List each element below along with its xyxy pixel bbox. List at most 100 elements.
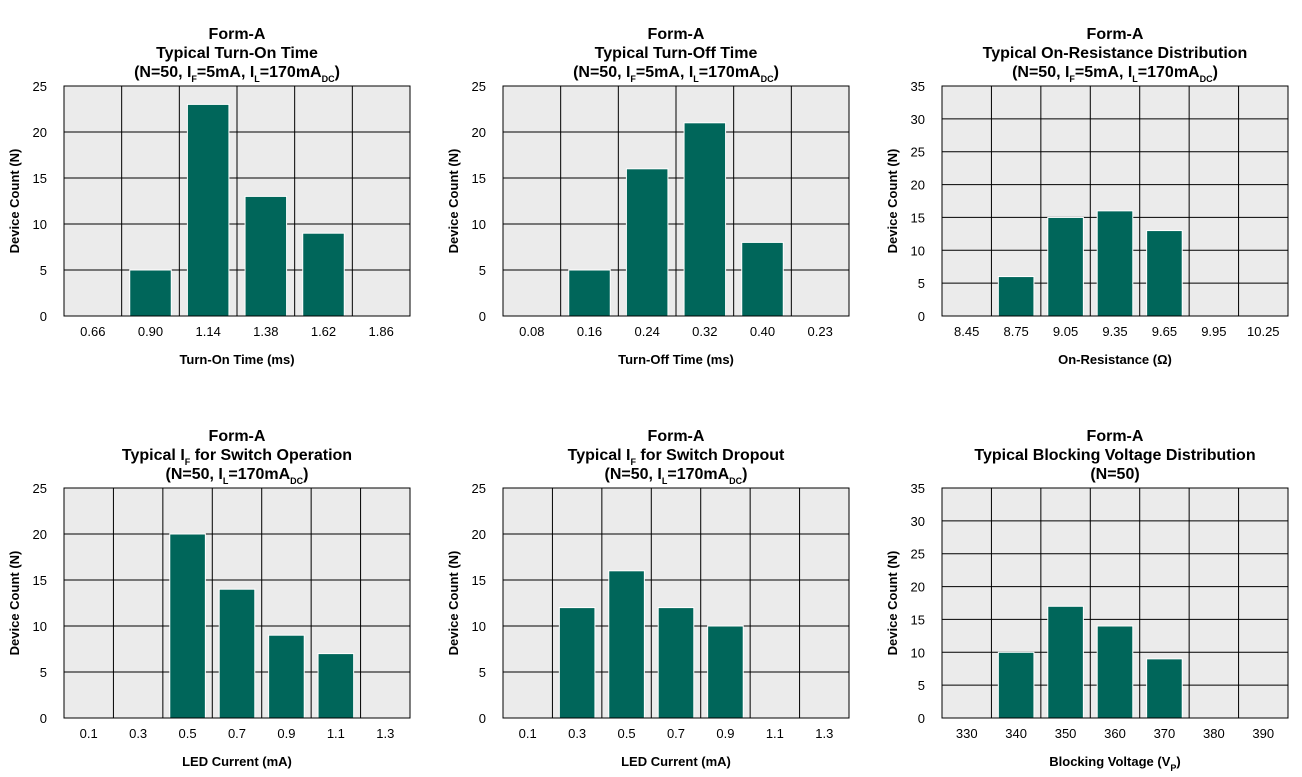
chart-title-line-run: DC <box>761 74 774 84</box>
chart-title-line: Form-A <box>648 26 705 43</box>
y-tick-label: 15 <box>33 573 47 588</box>
y-tick-label: 10 <box>472 217 486 232</box>
y-axis-label: Device Count (N) <box>7 551 22 656</box>
x-tick-label: 360 <box>1104 726 1126 741</box>
bar-0.5 <box>169 533 206 719</box>
y-tick-label: 20 <box>472 527 486 542</box>
plot-frame <box>502 85 850 317</box>
x-axis-label-run: LED Current (mA) <box>621 754 731 769</box>
x-tick-label: 1.62 <box>311 324 336 339</box>
x-tick-label: 0.3 <box>129 726 147 741</box>
y-tick-label: 5 <box>479 665 486 680</box>
plot-frame <box>63 85 411 317</box>
x-axis-label: Blocking Voltage (VP) <box>1049 754 1180 772</box>
x-axis-label-run: Blocking Voltage (V <box>1049 754 1170 769</box>
y-tick-label: 5 <box>40 263 47 278</box>
x-tick-label: 340 <box>1005 726 1027 741</box>
chart-1: Form-A Typical Turn-On Time (N=50, IF=5mA,… <box>7 26 411 367</box>
x-tick-label: 0.16 <box>577 324 602 339</box>
y-tick-label: 25 <box>911 145 925 160</box>
x-axis-label-run: ) <box>1176 754 1180 769</box>
x-tick-label: 9.35 <box>1102 324 1127 339</box>
chart-2: Form-A Typical Turn-Off Time (N=50, IF=5mA… <box>446 26 850 367</box>
x-axis-label-run: P <box>1170 763 1176 772</box>
bar-350 <box>1047 605 1084 719</box>
bar-0.5 <box>608 570 645 719</box>
chart-title-line-run: F <box>630 74 636 84</box>
y-tick-label: 25 <box>911 547 925 562</box>
y-tick-label: 10 <box>33 217 47 232</box>
chart-title-line-run: (N=50, I <box>134 64 191 81</box>
y-tick-label: 20 <box>911 178 925 193</box>
x-tick-label: 0.3 <box>568 726 586 741</box>
x-tick-label: 1.3 <box>376 726 394 741</box>
chart-title-line-run: (N=50, I <box>1012 64 1069 81</box>
bar-9.35 <box>1096 210 1134 317</box>
chart-title-line: (N=50, IL=170mADC) <box>165 466 308 486</box>
x-tick-label: 9.05 <box>1053 324 1078 339</box>
chart-title-line-run: =5mA, I <box>1075 64 1132 81</box>
y-tick-label: 10 <box>472 619 486 634</box>
chart-title-line-run: Form-A <box>648 428 705 445</box>
y-tick-label: 5 <box>918 678 925 693</box>
bar-1.62 <box>302 232 345 317</box>
x-axis-label-run: LED Current (mA) <box>182 754 292 769</box>
y-tick-label: 15 <box>472 573 486 588</box>
x-tick-label: 0.1 <box>519 726 537 741</box>
chart-title-line-run: (N=50, I <box>604 466 661 483</box>
chart-title-line-run: ) <box>1213 64 1218 81</box>
chart-title-line-run: =170mA <box>667 466 729 483</box>
chart-title-line-run: ) <box>774 64 779 81</box>
y-tick-label: 25 <box>472 481 486 496</box>
y-tick-label: 15 <box>911 612 925 627</box>
plot-frame <box>63 487 411 719</box>
chart-title-line-run: Form-A <box>648 26 705 43</box>
chart-title-line-run: F <box>185 457 191 467</box>
x-tick-label: 0.7 <box>667 726 685 741</box>
chart-title-line-run: L <box>223 476 229 486</box>
chart-title-line-run: (N=50, I <box>165 466 222 483</box>
x-tick-label: 1.86 <box>369 324 394 339</box>
y-tick-label: 0 <box>479 711 486 726</box>
chart-title-line-run: Typical I <box>122 447 185 464</box>
bar-1.14 <box>186 103 230 317</box>
x-tick-label: 330 <box>956 726 978 741</box>
x-tick-label: 370 <box>1154 726 1176 741</box>
y-tick-label: 35 <box>911 79 925 94</box>
x-tick-label: 1.1 <box>766 726 784 741</box>
bar-1.38 <box>244 195 288 317</box>
chart-title-line-run: =170mA <box>699 64 761 81</box>
bar-0.32 <box>683 122 727 317</box>
bar-9.65 <box>1146 230 1183 317</box>
bar-9.05 <box>1047 216 1084 317</box>
y-tick-label: 15 <box>33 171 47 186</box>
bar-0.9 <box>268 634 305 719</box>
x-tick-label: 0.66 <box>80 324 105 339</box>
x-tick-label: 0.7 <box>228 726 246 741</box>
y-tick-label: 25 <box>472 79 486 94</box>
chart-title-line: Typical IF for Switch Operation <box>122 447 352 467</box>
chart-title-line-run: =5mA, I <box>197 64 254 81</box>
bar-0.16 <box>568 269 611 317</box>
y-tick-label: 20 <box>33 527 47 542</box>
bar-0.24 <box>625 168 669 317</box>
plot-frame <box>502 487 850 719</box>
x-tick-label: 0.40 <box>750 324 775 339</box>
chart-title-line-run: Typical Turn-Off Time <box>595 45 758 62</box>
chart-title-line-run: =170mA <box>260 64 322 81</box>
y-tick-label: 20 <box>33 125 47 140</box>
bar-0.7 <box>218 588 256 719</box>
chart-6: Form-A Typical Blocking Voltage Distribut… <box>885 428 1289 773</box>
bar-0.9 <box>707 625 744 719</box>
y-axis-label: Device Count (N) <box>446 551 461 656</box>
bar-1.1 <box>317 653 355 719</box>
chart-title-line: (N=50) <box>1090 466 1139 483</box>
x-tick-label: 1.38 <box>253 324 278 339</box>
chart-title-line: Typical On-Resistance Distribution <box>983 45 1248 62</box>
x-tick-label: 9.65 <box>1152 324 1177 339</box>
x-axis-label-run: On-Resistance (Ω) <box>1058 352 1172 367</box>
chart-title-line-run: Typical I <box>568 447 631 464</box>
plot-frame <box>941 487 1289 719</box>
